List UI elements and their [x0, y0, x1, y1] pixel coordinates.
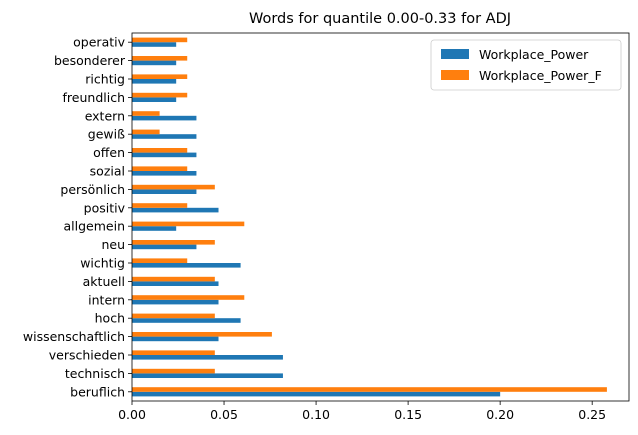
bar-workplace-power-15	[132, 115, 197, 121]
bar-workplace-power-f-4	[132, 313, 215, 319]
bar-workplace-power-18	[132, 60, 177, 66]
bar-workplace-power-3	[132, 336, 219, 342]
plot-frame	[131, 32, 630, 402]
bar-workplace-power-f-2	[132, 350, 215, 355]
bar-workplace-power-f-6	[132, 276, 215, 282]
bar-workplace-power-f-0	[132, 387, 607, 392]
bar-workplace-power-f-9	[132, 221, 245, 227]
bar-workplace-power-f-5	[132, 295, 245, 300]
x-tick-label: 0.15	[394, 407, 422, 422]
bar-workplace-power-f-1	[132, 368, 215, 374]
y-tick-label: richtig	[85, 72, 125, 87]
bar-workplace-power-12	[132, 171, 197, 176]
bar-workplace-power-11	[132, 189, 197, 194]
bar-workplace-power-f-18	[132, 56, 188, 61]
chart-title: Words for quantile 0.00-0.33 for ADJ	[249, 11, 511, 27]
plot-area	[131, 32, 630, 402]
bar-workplace-power-f-13	[132, 148, 188, 153]
bar-workplace-power-f-14	[132, 129, 160, 135]
bar-workplace-power-f-8	[132, 240, 215, 245]
legend-label: Workplace_Power_F	[479, 68, 602, 83]
y-tick-label: extern	[85, 108, 125, 123]
bar-workplace-power-f-11	[132, 184, 215, 190]
bar-workplace-power-f-17	[132, 74, 188, 79]
bar-workplace-power-f-3	[132, 332, 272, 337]
y-tick-label: besonderer	[54, 53, 126, 68]
y-tick-label: technisch	[65, 366, 125, 381]
legend: Workplace_Power Workplace_Power_F	[430, 39, 622, 91]
y-tick-label: aktuell	[83, 274, 125, 289]
bar-workplace-power-f-16	[132, 92, 188, 98]
bar-workplace-power-0	[132, 391, 501, 397]
y-tick-label: positiv	[84, 200, 126, 215]
y-tick-label: beruflich	[70, 384, 125, 399]
y-tick-label: offen	[93, 145, 125, 160]
y-tick-label: allgemein	[64, 219, 126, 234]
y-tick-label: wichtig	[80, 256, 125, 271]
bar-workplace-power-19	[132, 42, 177, 47]
bar-workplace-power-14	[132, 134, 197, 139]
bar-workplace-power-8	[132, 244, 197, 250]
legend-swatch	[441, 49, 469, 59]
bar-workplace-power-f-12	[132, 166, 188, 171]
y-tick-label: sozial	[90, 164, 125, 179]
y-tick-label: persönlich	[60, 182, 125, 197]
x-tick-label: 0.00	[118, 407, 146, 422]
bar-workplace-power-f-10	[132, 203, 188, 208]
bar-workplace-power-2	[132, 355, 283, 360]
y-tick-label: operativ	[73, 35, 125, 50]
y-tick-label: wissenschaftlich	[23, 329, 125, 344]
bar-workplace-power-10	[132, 207, 219, 213]
bar-workplace-power-f-7	[132, 258, 188, 263]
bar-workplace-power-f-19	[132, 37, 188, 43]
y-tick-label: intern	[88, 292, 125, 307]
bar-workplace-power-17	[132, 79, 177, 84]
y-axis: beruflich technisch verschieden wissenschaf…	[23, 35, 132, 399]
legend-box	[430, 39, 622, 91]
legend-swatch	[441, 70, 469, 80]
y-tick-label: neu	[101, 237, 125, 252]
bar-workplace-power-f-15	[132, 111, 160, 116]
bar-workplace-power-9	[132, 226, 177, 231]
bar-workplace-power-7	[132, 263, 241, 268]
bar-workplace-power-4	[132, 318, 241, 323]
y-tick-label: gewiß	[88, 127, 125, 142]
x-tick-label: 0.25	[578, 407, 606, 422]
y-tick-label: freundlich	[63, 90, 125, 105]
bar-workplace-power-1	[132, 373, 283, 378]
x-tick-label: 0.05	[210, 407, 238, 422]
y-tick-label: verschieden	[49, 348, 125, 363]
x-tick-label: 0.20	[486, 407, 514, 422]
bar-workplace-power-13	[132, 152, 197, 158]
x-axis: 0.00 0.05 0.10 0.15 0.20 0.25	[118, 401, 606, 422]
bar-workplace-power-5	[132, 299, 219, 305]
y-tick-label: hoch	[95, 311, 125, 326]
x-tick-label: 0.10	[302, 407, 330, 422]
bar-workplace-power-6	[132, 281, 219, 286]
legend-label: Workplace_Power	[479, 47, 589, 62]
bar-workplace-power-16	[132, 97, 177, 102]
